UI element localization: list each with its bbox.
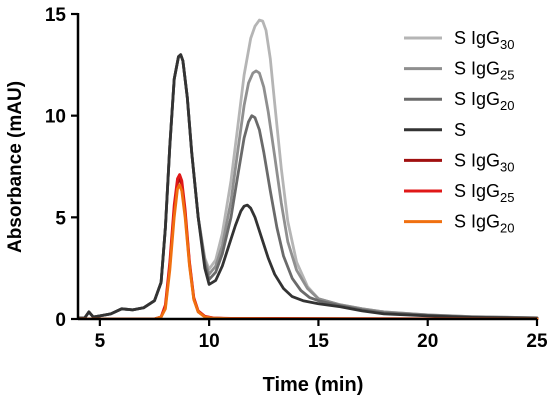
x-tick-label: 20 bbox=[417, 331, 438, 352]
x-tick-label: 5 bbox=[95, 331, 106, 352]
x-axis-title: Time (min) bbox=[263, 374, 364, 396]
series-line-4 bbox=[78, 53, 539, 320]
axes bbox=[71, 12, 539, 326]
legend: S IgG30 S IgG25 S IgG20 S S IgG30 S IgG25 S Ig… bbox=[404, 28, 515, 236]
legend-label-2: S IgG25 bbox=[454, 59, 515, 83]
y-axis-title: Absorbance (mAU) bbox=[5, 81, 26, 253]
y-tick-label: 15 bbox=[45, 5, 67, 26]
series-line-7 bbox=[78, 183, 539, 320]
x-tick-label: 10 bbox=[199, 331, 220, 352]
y-tick-label: 5 bbox=[55, 208, 66, 229]
legend-label-4: S bbox=[454, 120, 466, 140]
y-tick-label: 10 bbox=[45, 107, 66, 128]
y-tick-label: 0 bbox=[55, 310, 66, 331]
legend-label-5: S IgG30 bbox=[454, 150, 515, 174]
legend-label-1: S IgG30 bbox=[454, 28, 515, 52]
legend-label-3: S IgG20 bbox=[454, 89, 515, 113]
x-tick-label: 15 bbox=[308, 331, 330, 352]
legend-label-7: S IgG20 bbox=[454, 212, 515, 236]
x-tick-label: 25 bbox=[526, 331, 548, 352]
legend-label-6: S IgG25 bbox=[454, 181, 515, 205]
plot-lines bbox=[78, 18, 539, 320]
tick-labels: 5 10 15 20 25 0 5 10 15 bbox=[45, 5, 548, 352]
